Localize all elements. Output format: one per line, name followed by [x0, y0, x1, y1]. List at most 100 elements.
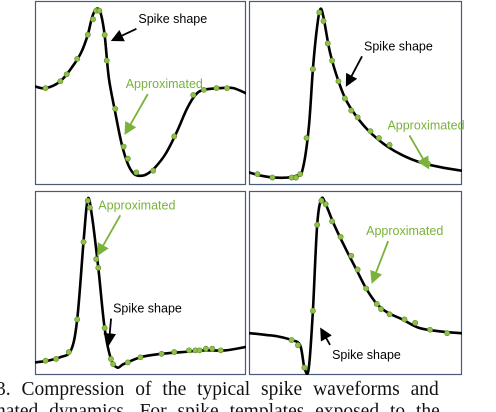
approximation-sample-point	[84, 197, 91, 204]
spike-shape-arrow	[110, 27, 137, 42]
approximation-sample-point	[386, 141, 393, 148]
approximation-sample-point	[373, 301, 380, 307]
approximation-sample-point	[309, 66, 316, 73]
approximation-sample-point	[101, 325, 108, 331]
approximation-sample-point	[103, 57, 110, 64]
approximation-sample-point	[217, 347, 224, 354]
approximated-label: Approximated	[387, 118, 464, 132]
approximation-sample-point	[200, 86, 207, 93]
approximation-sample-point	[292, 174, 299, 181]
approximation-sample-point	[254, 171, 261, 178]
approximated-label: Approximated	[366, 224, 443, 238]
approximation-sample-point	[133, 169, 140, 176]
approximation-sample-point	[337, 233, 344, 240]
approximation-sample-point	[137, 354, 144, 361]
panel-top-left: Spike shape Approximated	[34, 0, 247, 186]
panel-frame	[34, 190, 247, 376]
spike-shape-label: Spike shape	[113, 302, 182, 316]
approximation-sample-point	[354, 114, 361, 121]
approximation-sample-point	[301, 364, 308, 371]
approximation-sample-point	[320, 18, 327, 24]
approximation-sample-point	[112, 105, 119, 112]
spike-shape-arrow	[320, 327, 332, 346]
approximation-sample-point	[42, 357, 49, 364]
approximation-sample-point	[367, 128, 374, 135]
approximation-sample-point	[348, 252, 355, 259]
spike-shape-arrow	[345, 55, 363, 87]
approximation-sample-point	[309, 307, 316, 314]
approximation-sample-point	[158, 350, 165, 357]
spike-waveform-line	[35, 7, 246, 178]
panel-frame	[248, 0, 463, 186]
approximation-sample-point	[101, 31, 108, 38]
approximation-sample-point	[42, 85, 49, 92]
approximated-arrow	[408, 134, 430, 170]
approximation-sample-point	[269, 174, 276, 181]
approximation-sample-point	[363, 285, 370, 292]
approximation-sample-point	[108, 356, 114, 362]
approximation-sample-point	[65, 349, 72, 355]
approximation-sample-point	[341, 95, 348, 102]
spike-shape-label: Spike shape	[332, 348, 401, 362]
approximation-sample-point	[412, 319, 419, 326]
approximation-sample-point	[53, 356, 59, 362]
panel-frame	[248, 190, 463, 376]
approximation-sample-point	[427, 326, 433, 333]
approximation-sample-point	[401, 316, 408, 323]
approximation-sample-point	[63, 71, 70, 78]
approximation-sample-point	[318, 197, 325, 204]
approximation-sample-point	[314, 221, 321, 228]
approximation-sample-point	[57, 78, 64, 85]
approximation-sample-point	[329, 57, 335, 64]
approximated-arrow	[370, 240, 389, 284]
approximation-sample-point	[171, 133, 178, 140]
spike-waveform-line	[249, 7, 462, 180]
approximation-sample-point	[190, 92, 197, 98]
approximation-sample-point	[110, 361, 116, 368]
approximation-sample-point	[90, 16, 96, 23]
panel-frame	[34, 0, 247, 186]
approximation-sample-point	[224, 85, 230, 92]
caption-line-1: 3. Compression of the typical spike wave…	[0, 379, 439, 400]
panel-bottom-right: Approximated Spike shape	[248, 190, 463, 376]
approximation-sample-point	[297, 171, 304, 178]
approximation-sample-point	[322, 201, 329, 208]
caption-line-2: nated dynamics. For spike templates expo…	[0, 401, 440, 412]
approximation-sample-point	[96, 7, 103, 14]
approximated-arrow	[97, 214, 122, 257]
approximation-sample-point	[354, 266, 361, 273]
approximation-sample-point	[378, 306, 384, 312]
approximation-sample-point	[303, 135, 310, 141]
approximation-sample-point	[348, 107, 355, 114]
approximation-sample-point	[209, 345, 216, 352]
approximation-sample-point	[95, 264, 102, 271]
spike-shape-arrow	[103, 318, 117, 346]
spike-waveform-line	[35, 196, 246, 370]
approximation-sample-point	[120, 143, 127, 150]
approximated-arrow	[124, 93, 149, 136]
approximation-sample-point	[335, 78, 342, 85]
approximation-sample-point	[171, 349, 178, 355]
approximation-sample-point	[203, 345, 209, 352]
approximation-sample-point	[93, 256, 100, 263]
panel-top-right: Spike shape Approximated	[248, 0, 465, 186]
approximation-sample-point	[86, 204, 93, 211]
approximation-sample-point	[295, 342, 301, 349]
approximation-sample-point	[196, 347, 203, 354]
approximation-sample-point	[84, 31, 91, 38]
approximation-sample-point	[444, 330, 450, 337]
approximation-sample-point	[376, 135, 382, 141]
approximation-sample-point	[329, 218, 335, 225]
approximation-sample-point	[213, 85, 220, 92]
approximation-sample-point	[288, 337, 295, 343]
approximation-sample-point	[124, 359, 131, 366]
figure-caption: 3. Compression of the typical spike wave…	[0, 379, 496, 412]
approximated-label: Approximated	[126, 77, 203, 91]
approximation-sample-point	[386, 311, 393, 318]
approximation-sample-point	[80, 239, 87, 245]
approximation-sample-point	[150, 167, 157, 174]
spike-shape-label: Spike shape	[138, 12, 207, 26]
approximation-sample-point	[316, 9, 323, 16]
spike-shape-label: Spike shape	[364, 39, 433, 53]
